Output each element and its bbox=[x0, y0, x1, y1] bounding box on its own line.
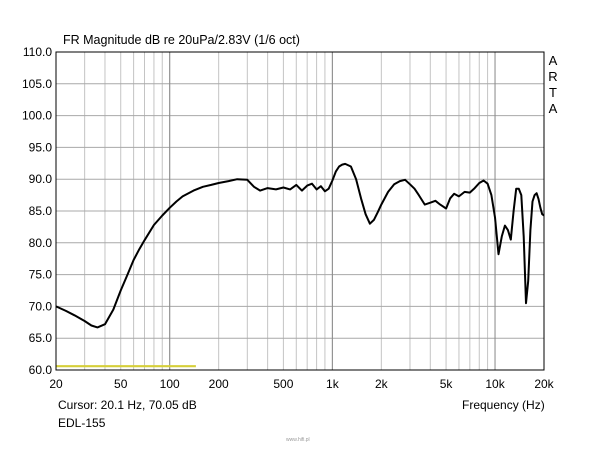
arta-letter: A bbox=[548, 101, 558, 116]
cursor-readout: Cursor: 20.1 Hz, 70.05 dB bbox=[58, 398, 197, 412]
watermark: www.hifi.pl bbox=[286, 437, 310, 443]
y-tick-label: 80.0 bbox=[29, 236, 53, 250]
x-tick-label: 500 bbox=[273, 377, 293, 391]
chart-title: FR Magnitude dB re 20uPa/2.83V (1/6 oct) bbox=[63, 33, 300, 47]
arta-letter: R bbox=[548, 69, 558, 84]
x-tick-label: 100 bbox=[160, 377, 180, 391]
y-tick-label: 110.0 bbox=[23, 45, 52, 59]
arta-letter: T bbox=[549, 85, 557, 100]
x-tick-label: 5k bbox=[440, 377, 454, 391]
y-tick-label: 100.0 bbox=[22, 109, 52, 123]
x-tick-labels: 20 50 100 200 500 1k 2k 5k 10k 20k bbox=[49, 377, 554, 391]
x-tick-label: 10k bbox=[485, 377, 505, 391]
series-layer bbox=[55, 162, 545, 368]
x-tick-label: 200 bbox=[209, 377, 229, 391]
x-tick-label: 1k bbox=[326, 377, 340, 391]
y-tick-label: 60.0 bbox=[29, 363, 53, 377]
arta-letter: A bbox=[548, 53, 558, 68]
y-tick-label: 85.0 bbox=[29, 204, 53, 218]
x-tick-label: 20k bbox=[534, 377, 554, 391]
arta-logo: A R T A bbox=[546, 53, 560, 117]
y-tick-labels: 60.0 65.0 70.0 75.0 80.0 85.0 90.0 95.0 100.0 105… bbox=[22, 45, 52, 377]
response-curve bbox=[55, 162, 545, 329]
x-tick-label: 2k bbox=[375, 377, 389, 391]
y-tick-label: 105.0 bbox=[22, 77, 52, 91]
plot-frame bbox=[55, 51, 545, 371]
model-label: EDL-155 bbox=[58, 416, 106, 430]
y-tick-label: 95.0 bbox=[29, 140, 53, 154]
x-axis-label: Frequency (Hz) bbox=[462, 398, 545, 412]
x-tick-label: 50 bbox=[114, 377, 128, 391]
y-tick-label: 90.0 bbox=[29, 172, 53, 186]
y-tick-label: 65.0 bbox=[29, 331, 53, 345]
y-tick-label: 70.0 bbox=[29, 299, 53, 313]
x-tick-label: 20 bbox=[49, 377, 63, 391]
y-tick-label: 75.0 bbox=[29, 268, 53, 282]
grid-major bbox=[56, 52, 544, 370]
